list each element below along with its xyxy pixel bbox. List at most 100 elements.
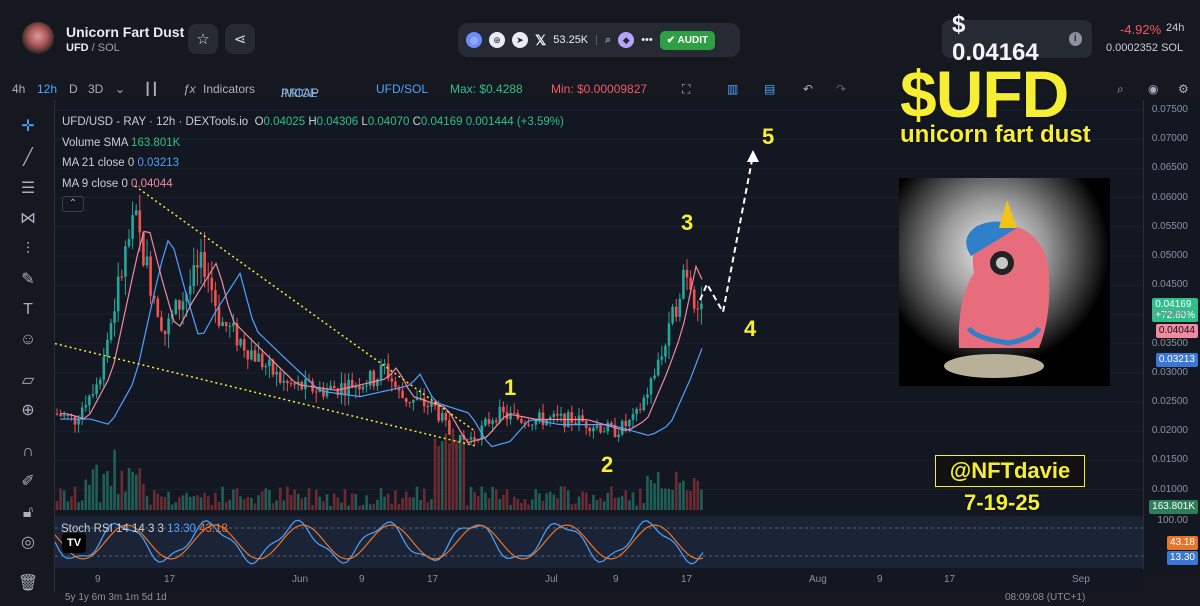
clock: 08:09:08 (UTC+1) <box>1005 592 1086 603</box>
ma9-line <box>60 230 703 444</box>
crosshair-icon[interactable]: ✛ <box>21 118 35 135</box>
chart-mode-icon[interactable]: ▥ <box>727 82 739 96</box>
x-tick-label: 9 <box>613 574 619 585</box>
stoch-d-pill: 43.18 <box>1166 536 1198 550</box>
search-icon[interactable]: ⌕ <box>605 33 612 46</box>
magnet-icon[interactable]: ∩ <box>22 443 34 460</box>
volume-bar <box>462 440 466 510</box>
legend-ma9: MA 9 close 0 0.04044 <box>62 178 173 190</box>
fib-lines-icon[interactable]: ☰ <box>20 180 36 197</box>
volume-bar <box>62 490 66 510</box>
collapse-legend-chevron-up-icon[interactable]: ⌃ <box>62 196 84 212</box>
volume-bar <box>124 491 127 510</box>
lock-drawing-icon[interactable]: ✐ <box>21 473 35 490</box>
globe-multichain-icon[interactable]: ◎ <box>466 32 482 48</box>
dextools-icon[interactable]: ◆ <box>618 32 635 48</box>
emoji-icon[interactable]: ☺ <box>19 331 37 348</box>
volume-bar <box>163 496 167 510</box>
volume-bar <box>167 491 170 510</box>
pair-toggle[interactable]: UFD/SOL <box>376 82 429 96</box>
author-handle: @NFTdavie <box>935 455 1085 487</box>
volume-bar <box>606 492 610 510</box>
candle-body <box>73 415 77 425</box>
bar-chart-icon[interactable]: ▤ <box>764 82 776 96</box>
token-pair: UFD / SOL <box>66 42 120 54</box>
volume-bar <box>390 503 394 510</box>
ruler-icon[interactable]: ▱ <box>21 372 35 389</box>
candle-body <box>390 378 394 382</box>
lock-icon[interactable]: 🔓︎ <box>22 504 34 521</box>
volume-bar <box>88 484 91 510</box>
zoom-icon[interactable]: ⌕ <box>1117 82 1124 96</box>
volume-bar <box>599 498 602 510</box>
volume-bar <box>347 505 350 510</box>
zoom-in-icon[interactable]: ⊕ <box>21 402 35 419</box>
indicators-fx-icon[interactable]: ƒx <box>183 82 196 96</box>
candle-body <box>372 370 376 387</box>
volume-bar <box>685 490 689 510</box>
undo-icon[interactable]: ↶ <box>803 82 814 96</box>
candle-body <box>217 306 221 326</box>
timeframe-4h[interactable]: 4h <box>12 82 26 96</box>
volume-bar <box>138 468 142 510</box>
indicators-button[interactable]: Indicators <box>203 82 256 96</box>
range-buttons[interactable]: 5y 1y 6m 3m 1m 5d 1d <box>65 592 167 603</box>
share-icon[interactable]: ⋖ <box>225 24 255 54</box>
followers-count: 53.25K <box>553 34 589 46</box>
volume-bar <box>682 480 685 510</box>
post-date: 7-19-25 <box>964 490 1040 515</box>
volume-bar <box>232 489 235 510</box>
candle-body <box>250 350 253 360</box>
candle-body <box>379 364 383 380</box>
projection-icon[interactable]: ⫶ <box>25 241 30 258</box>
trash-icon[interactable]: 🗑︎ <box>17 575 39 592</box>
settings-gear-icon[interactable]: ⚙ <box>1178 82 1189 96</box>
timeframe-3d[interactable]: 3D <box>88 82 104 96</box>
volume-bar <box>512 496 516 510</box>
eye-icon[interactable]: ◎ <box>21 534 35 551</box>
volume-bar <box>336 497 340 510</box>
volume-bar <box>635 505 638 510</box>
volume-bar <box>206 495 210 510</box>
text-tool-icon[interactable]: T <box>23 301 33 318</box>
favorite-star-icon[interactable]: ☆ <box>188 24 218 54</box>
candle-body <box>264 365 268 368</box>
camera-icon[interactable]: ◉ <box>1148 82 1159 96</box>
volume-bar <box>372 503 376 510</box>
candle-body <box>282 380 286 383</box>
candle-body <box>138 210 142 233</box>
volume-bar <box>664 488 667 510</box>
audit-button[interactable]: ✔ AUDIT <box>659 30 716 50</box>
timeframe-chevron-down-icon[interactable]: ⌄ <box>115 82 126 96</box>
info-icon[interactable]: i <box>1068 32 1082 46</box>
candle-body <box>502 406 505 413</box>
telegram-icon[interactable]: ➤ <box>512 32 528 48</box>
x-twitter-icon[interactable]: 𝕏 <box>535 31 547 48</box>
y-tick-label: 0.07500 <box>1151 104 1188 115</box>
more-icon[interactable]: ••• <box>641 34 653 46</box>
candle-body <box>613 424 617 438</box>
volume-bar <box>282 500 286 510</box>
volume-bar <box>91 469 95 510</box>
volume-bar <box>444 433 448 510</box>
candle-body <box>606 422 610 432</box>
volume-bar <box>502 494 505 510</box>
pattern-icon[interactable]: ⋈ <box>20 210 36 227</box>
ma21-line <box>60 239 703 448</box>
volume-bar <box>642 503 646 510</box>
volume-bar <box>318 496 322 510</box>
timeframe-d[interactable]: D <box>69 82 78 96</box>
stoch-d-line <box>55 524 704 560</box>
stoch-legend: Stoch RSI 14 14 3 3 13.30 43.18 <box>61 523 228 535</box>
candle-body <box>84 405 88 408</box>
candle-type-icon[interactable]: ┃┃ <box>144 82 159 96</box>
brush-icon[interactable]: ✎ <box>21 271 35 288</box>
redo-icon[interactable]: ↷ <box>836 82 847 96</box>
trendline-icon[interactable]: ╱ <box>23 149 33 166</box>
timeframe-12h[interactable]: 12h <box>37 82 58 96</box>
fullscreen-icon[interactable]: ⛶ <box>682 82 691 96</box>
candle-body <box>55 413 59 415</box>
candle-body <box>563 413 566 428</box>
volume-bar <box>613 497 617 510</box>
website-icon[interactable]: ⊕ <box>489 32 505 48</box>
